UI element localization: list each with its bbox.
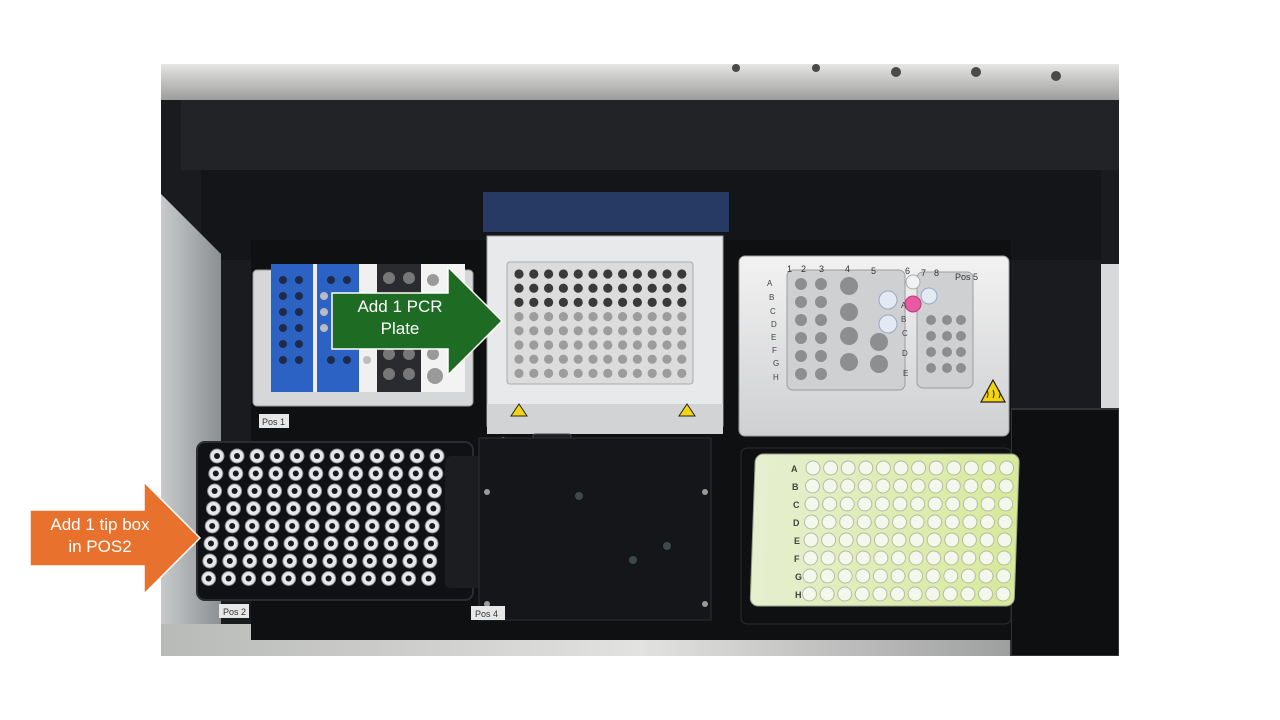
svg-text:E: E: [771, 333, 776, 342]
svg-text:8: 8: [934, 268, 939, 278]
svg-text:B: B: [769, 293, 774, 302]
pos5-holes: [795, 277, 966, 380]
svg-text:2: 2: [801, 264, 806, 274]
pos3-pcr-plate-holder: [483, 192, 729, 474]
svg-text:D: D: [771, 320, 777, 329]
tip-callout-line1: Add 1 tip box: [50, 515, 150, 534]
pos4-empty-position: Pos 4: [471, 437, 712, 621]
pos5-label: Pos 5: [955, 272, 978, 282]
svg-text:5: 5: [871, 266, 876, 276]
thermal-lid: [483, 192, 729, 232]
svg-text:E: E: [903, 369, 908, 378]
svg-text:C: C: [770, 307, 776, 316]
svg-text:4: 4: [845, 264, 850, 274]
svg-text:6: 6: [905, 266, 910, 276]
pos5-row-labels-right: A B C D E: [901, 301, 908, 378]
pos5-heated-tube-block: 1 2 3 4 5 6 7 8 Pos 5 A B C D E F G H: [738, 255, 1010, 437]
svg-text:A: A: [901, 301, 907, 310]
svg-text:D: D: [793, 518, 800, 528]
svg-text:D: D: [902, 349, 908, 358]
pcr-plate-wells: [514, 269, 687, 378]
svg-text:F: F: [794, 554, 800, 564]
svg-text:A: A: [791, 464, 798, 474]
top-steel-rail: [161, 64, 1119, 100]
tip-callout-line2: in POS2: [68, 537, 132, 556]
pcr-plate-callout-arrow: [331, 265, 504, 377]
deep-plate-wells: [802, 460, 1015, 602]
pos5-row-labels-left: A B C D E F G H: [767, 279, 779, 382]
deep-plate-row-labels: A B C D E F G H: [791, 464, 802, 600]
rail-screws: [732, 64, 1061, 81]
svg-text:F: F: [772, 346, 777, 355]
pcr-callout-line2: Plate: [380, 319, 420, 338]
tip-box-callout-arrow: [29, 480, 202, 596]
svg-text:B: B: [792, 482, 799, 492]
pcr-plate-callout-text: Add 1 PCR Plate: [338, 296, 462, 340]
svg-text:3: 3: [819, 264, 824, 274]
pos4-label: Pos 4: [475, 609, 498, 619]
svg-text:C: C: [793, 500, 800, 510]
svg-text:A: A: [767, 279, 773, 288]
waste-bin: [1010, 408, 1119, 656]
pos6-deep-well-plate: A B C D E F G H: [740, 447, 1020, 625]
tip-box-callout-text: Add 1 tip box in POS2: [36, 514, 164, 558]
svg-text:1: 1: [787, 264, 792, 274]
pos2-label: Pos 2: [223, 607, 246, 617]
svg-text:B: B: [901, 315, 906, 324]
svg-text:7: 7: [921, 268, 926, 278]
svg-text:C: C: [902, 329, 908, 338]
svg-text:E: E: [794, 536, 800, 546]
svg-text:H: H: [795, 590, 802, 600]
deck-scene: Pos 1 1 2: [161, 64, 1119, 656]
svg-text:G: G: [773, 359, 779, 368]
pos2-tip-box: Pos 2: [196, 441, 497, 618]
svg-text:G: G: [795, 572, 802, 582]
instrument-deck-photo: Pos 1 1 2: [161, 64, 1119, 656]
upper-back-panel: [181, 100, 1119, 170]
pos5-column-labels: 1 2 3 4 5 6 7 8: [787, 264, 939, 278]
tip-box-tips: [201, 448, 445, 586]
pcr-callout-line1: Add 1 PCR: [357, 297, 443, 316]
pcr-plate: [506, 261, 694, 385]
svg-text:H: H: [773, 373, 779, 382]
pos1-label: Pos 1: [262, 417, 285, 427]
